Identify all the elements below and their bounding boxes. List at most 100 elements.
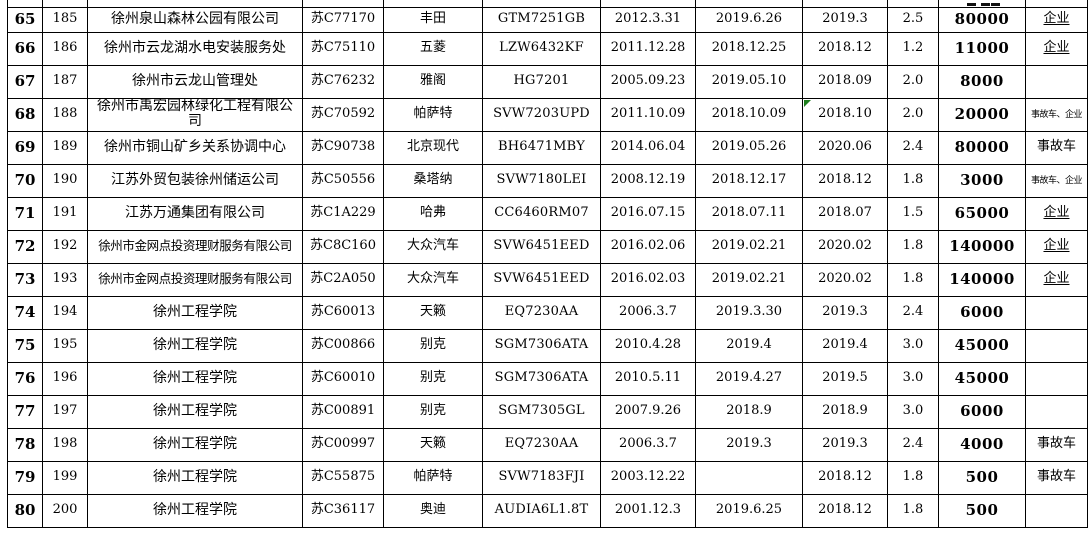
cell-price[interactable]: 80000 xyxy=(938,6,1026,33)
cell-reg_date[interactable]: 2014.06.04 xyxy=(600,130,696,165)
cell-model[interactable]: AUDIA6L1.8T xyxy=(482,493,601,528)
cell-plate[interactable]: 苏C8C160 xyxy=(302,229,384,264)
cell-company[interactable]: 徐州工程学院 xyxy=(87,493,303,528)
cell-company[interactable]: 徐州市金网点投资理财服务有限公司 xyxy=(87,229,303,264)
cell-eval_date[interactable]: 2019.3.30 xyxy=(695,295,803,330)
cell-seq[interactable]: 191 xyxy=(42,196,88,231)
cell-company[interactable]: 徐州市铜山矿乡关系协调中心 xyxy=(87,130,303,165)
cell-brand[interactable]: 别克 xyxy=(383,394,483,429)
cell-eval_date[interactable]: 2019.4.27 xyxy=(695,361,803,396)
cell-seq[interactable]: 195 xyxy=(42,328,88,363)
cell-ym[interactable]: 2019.3 xyxy=(802,295,888,330)
cell-price[interactable]: 4000 xyxy=(938,427,1026,462)
cell-disp[interactable]: 2.4 xyxy=(887,427,939,462)
cell-reg_date[interactable]: 2010.5.11 xyxy=(600,361,696,396)
cell-eval_date[interactable]: 2019.05.26 xyxy=(695,130,803,165)
cell-model[interactable]: SGM7306ATA xyxy=(482,361,601,396)
cell-reg_date[interactable]: 2016.07.15 xyxy=(600,196,696,231)
cell-plate[interactable]: 苏C60010 xyxy=(302,361,384,396)
cell-no[interactable]: 80 xyxy=(7,493,43,528)
cell-no[interactable]: 71 xyxy=(7,196,43,231)
cell-reg_date[interactable]: 2005.09.23 xyxy=(600,64,696,99)
cell-no[interactable]: 77 xyxy=(7,394,43,429)
cell-model[interactable]: EQ7230AA xyxy=(482,295,601,330)
cell-plate[interactable]: 苏C76232 xyxy=(302,64,384,99)
cell-no[interactable]: 78 xyxy=(7,427,43,462)
cell-plate[interactable]: 苏C1A229 xyxy=(302,196,384,231)
cell-eval_date[interactable]: 2018.07.11 xyxy=(695,196,803,231)
cell-model[interactable]: HG7201 xyxy=(482,64,601,99)
cell-brand[interactable]: 天籁 xyxy=(383,427,483,462)
cell-price[interactable]: 80000 xyxy=(938,130,1026,165)
cell-note[interactable]: 企业 xyxy=(1025,196,1088,231)
cell-reg_date[interactable]: 2012.3.31 xyxy=(600,6,696,33)
cell-model[interactable]: SGM7306ATA xyxy=(482,328,601,363)
cell-ym[interactable]: 2020.02 xyxy=(802,262,888,297)
cell-seq[interactable]: 198 xyxy=(42,427,88,462)
cell-seq[interactable]: 185 xyxy=(42,6,88,33)
cell-price[interactable]: 140000 xyxy=(938,262,1026,297)
cell-disp[interactable]: 3.0 xyxy=(887,328,939,363)
cell-price[interactable]: 45000 xyxy=(938,328,1026,363)
cell-note[interactable] xyxy=(1025,64,1088,99)
cell-disp[interactable]: 1.8 xyxy=(887,460,939,495)
cell-no[interactable]: 68 xyxy=(7,97,43,132)
cell-ym[interactable]: 2019.3 xyxy=(802,427,888,462)
cell-brand[interactable]: 丰田 xyxy=(383,6,483,33)
cell-plate[interactable]: 苏C00997 xyxy=(302,427,384,462)
cell-eval_date[interactable]: 2018.10.09 xyxy=(695,97,803,132)
cell-no[interactable]: 72 xyxy=(7,229,43,264)
cell-disp[interactable]: 1.5 xyxy=(887,196,939,231)
cell-reg_date[interactable]: 2006.3.7 xyxy=(600,427,696,462)
cell-reg_date[interactable]: 2008.12.19 xyxy=(600,163,696,198)
cell-company[interactable]: 徐州市禹宏园林绿化工程有限公司 xyxy=(87,97,303,132)
cell-disp[interactable]: 1.2 xyxy=(887,31,939,66)
cell-seq[interactable]: 199 xyxy=(42,460,88,495)
cell-eval_date[interactable]: 2019.02.21 xyxy=(695,262,803,297)
cell-company[interactable]: 徐州市金网点投资理财服务有限公司 xyxy=(87,262,303,297)
cell-seq[interactable]: 196 xyxy=(42,361,88,396)
cell-brand[interactable]: 五菱 xyxy=(383,31,483,66)
cell-company[interactable]: 徐州工程学院 xyxy=(87,427,303,462)
cell-company[interactable]: 徐州工程学院 xyxy=(87,460,303,495)
cell-ym[interactable]: 2018.07 xyxy=(802,196,888,231)
cell-no[interactable]: 70 xyxy=(7,163,43,198)
cell-brand[interactable]: 帕萨特 xyxy=(383,460,483,495)
cell-plate[interactable]: 苏C70592 xyxy=(302,97,384,132)
cell-note[interactable]: 事故车、企业 xyxy=(1025,97,1088,132)
cell-eval_date[interactable]: 2019.02.21 xyxy=(695,229,803,264)
cell-reg_date[interactable]: 2001.12.3 xyxy=(600,493,696,528)
cell-ym[interactable]: 2019.3 xyxy=(802,6,888,33)
cell-brand[interactable]: 别克 xyxy=(383,361,483,396)
cell-disp[interactable]: 1.8 xyxy=(887,493,939,528)
cell-note[interactable] xyxy=(1025,328,1088,363)
cell-note[interactable]: 企业 xyxy=(1025,229,1088,264)
cell-disp[interactable]: 1.8 xyxy=(887,229,939,264)
cell-plate[interactable]: 苏C2A050 xyxy=(302,262,384,297)
cell-no[interactable]: 74 xyxy=(7,295,43,330)
cell-company[interactable]: 徐州工程学院 xyxy=(87,361,303,396)
cell-disp[interactable]: 2.0 xyxy=(887,97,939,132)
cell-reg_date[interactable]: 2010.4.28 xyxy=(600,328,696,363)
cell-company[interactable]: 徐州工程学院 xyxy=(87,394,303,429)
cell-plate[interactable]: 苏C36117 xyxy=(302,493,384,528)
cell-note[interactable]: 企业 xyxy=(1025,6,1088,33)
cell-seq[interactable]: 186 xyxy=(42,31,88,66)
cell-disp[interactable]: 2.5 xyxy=(887,6,939,33)
cell-price[interactable]: 3000 xyxy=(938,163,1026,198)
cell-no[interactable]: 66 xyxy=(7,31,43,66)
cell-ym[interactable]: 2020.06 xyxy=(802,130,888,165)
cell-disp[interactable]: 1.8 xyxy=(887,262,939,297)
cell-eval_date[interactable]: 2019.3 xyxy=(695,427,803,462)
cell-seq[interactable]: 188 xyxy=(42,97,88,132)
cell-brand[interactable]: 帕萨特 xyxy=(383,97,483,132)
cell-ym[interactable]: 2018.12 xyxy=(802,31,888,66)
cell-price[interactable]: 500 xyxy=(938,493,1026,528)
cell-no[interactable]: 65 xyxy=(7,6,43,33)
cell-reg_date[interactable]: 2016.02.03 xyxy=(600,262,696,297)
cell-company[interactable]: 徐州泉山森林公园有限公司 xyxy=(87,6,303,33)
cell-seq[interactable]: 197 xyxy=(42,394,88,429)
cell-reg_date[interactable]: 2011.12.28 xyxy=(600,31,696,66)
cell-no[interactable]: 79 xyxy=(7,460,43,495)
cell-brand[interactable]: 别克 xyxy=(383,328,483,363)
